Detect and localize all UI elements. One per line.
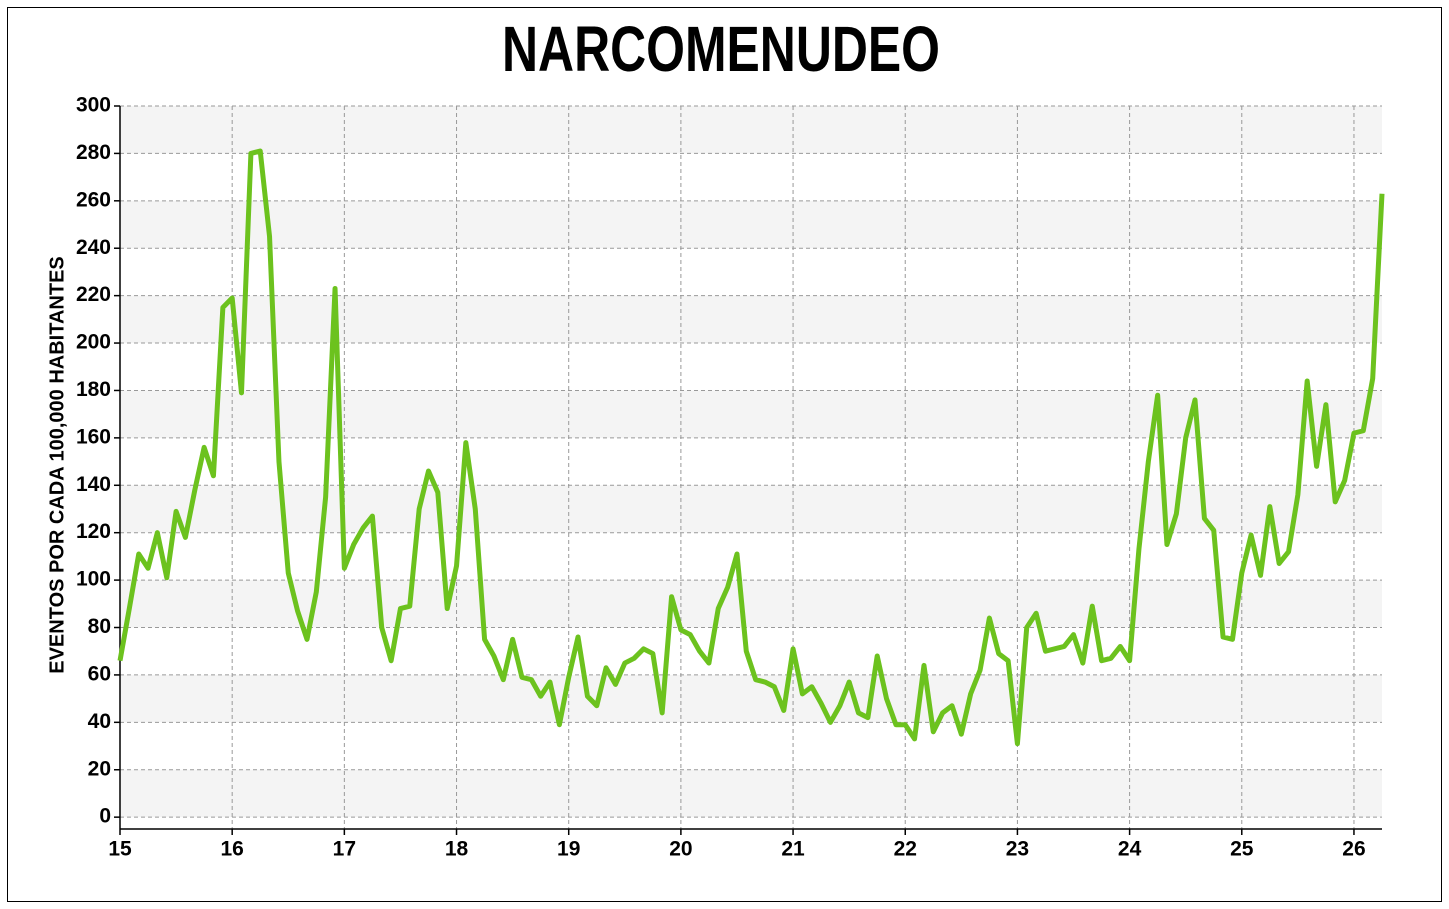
x-tick-label: 25 xyxy=(1230,838,1254,861)
y-tick-label: 260 xyxy=(76,188,111,211)
grid-band xyxy=(120,106,1382,154)
grid-band xyxy=(120,674,1382,723)
y-tick-label: 60 xyxy=(88,662,111,685)
y-tick-label: 160 xyxy=(76,425,111,448)
x-tick-label: 19 xyxy=(557,838,580,861)
y-tick-label: 0 xyxy=(99,805,111,828)
y-tick-label: 300 xyxy=(76,94,111,117)
data-line xyxy=(117,148,1385,747)
x-tick-label: 16 xyxy=(220,838,243,861)
grid-band xyxy=(120,769,1382,818)
grid-band xyxy=(120,580,1382,628)
x-tick-label: 24 xyxy=(1118,838,1142,861)
x-tick-label: 21 xyxy=(781,838,805,861)
y-tick-label: 120 xyxy=(76,520,111,543)
y-tick-label: 140 xyxy=(76,473,111,496)
y-tick-label: 180 xyxy=(76,378,111,401)
grid-band xyxy=(120,200,1382,249)
x-tick-label: 18 xyxy=(445,838,469,861)
chart-title: NARCOMENUDEO xyxy=(502,13,940,85)
x-tick-label: 23 xyxy=(1006,838,1029,861)
x-tick-label: 15 xyxy=(108,838,132,861)
grid-band xyxy=(120,485,1382,533)
x-tick-label: 22 xyxy=(894,838,917,861)
x-tick-label: 17 xyxy=(333,838,356,861)
y-axis-label: EVENTOS POR CADA 100,000 HABITANTES xyxy=(46,256,68,674)
y-tick-label: 40 xyxy=(88,710,111,733)
y-tick-label: 200 xyxy=(76,331,111,354)
y-tick-label: 280 xyxy=(76,141,111,164)
y-tick-label: 20 xyxy=(88,757,111,780)
y-tick-label: 80 xyxy=(88,615,111,638)
y-tick-label: 220 xyxy=(76,283,111,306)
frame xyxy=(7,7,1442,902)
x-tick-label: 26 xyxy=(1342,838,1365,861)
x-tick-label: 20 xyxy=(669,838,692,861)
grid-band xyxy=(120,295,1382,344)
y-tick-label: 100 xyxy=(76,568,111,591)
y-tick-label: 240 xyxy=(76,236,111,259)
